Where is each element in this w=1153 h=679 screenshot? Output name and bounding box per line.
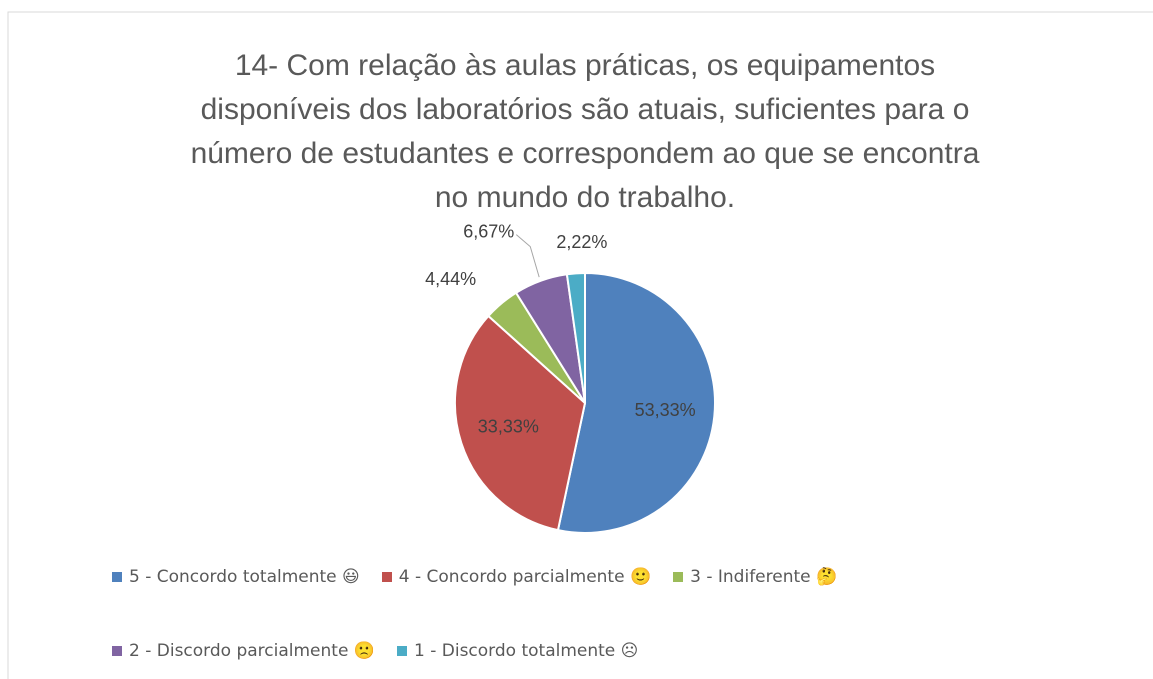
- legend-item: 3 - Indiferente 🤔: [673, 562, 837, 592]
- pie-slice: [565, 271, 586, 404]
- legend-swatch: [112, 646, 122, 656]
- legend-label: 3 - Indiferente 🤔: [690, 567, 838, 587]
- data-label: 2,22%: [556, 232, 607, 252]
- data-label: 6,67%: [463, 221, 514, 241]
- legend-swatch: [381, 572, 392, 582]
- legend-label: 2 - Discordo parcialmente 🙁: [129, 641, 375, 661]
- legend-label: 1 - Discordo totalmente ☹: [414, 641, 639, 661]
- legend-item: 5 - Concordo totalmente 😃: [112, 562, 360, 592]
- legend-label: 5 - Concordo totalmente 😃: [129, 567, 360, 587]
- chart-frame: [7, 11, 1153, 679]
- data-label: 4,44%: [425, 269, 476, 289]
- data-label: 53,33%: [635, 400, 696, 420]
- leader-line: [515, 234, 540, 278]
- chart-title: disponíveis dos laboratórios são atuais,…: [201, 93, 970, 126]
- chart-title: no mundo do trabalho.: [435, 181, 735, 214]
- legend-item: 1 - Discordo totalmente ☹: [397, 636, 638, 666]
- chart-title: número de estudantes e correspondem ao q…: [191, 137, 980, 170]
- data-label: 33,33%: [478, 417, 539, 437]
- pie-slice: [556, 271, 716, 534]
- legend-swatch: [112, 572, 122, 582]
- legend-swatch: [397, 646, 407, 656]
- legend-item: 2 - Discordo parcialmente 🙁: [112, 636, 375, 666]
- legend-item: 4 - Concordo parcialmente 🙂: [381, 562, 652, 592]
- pie-slice: [454, 314, 587, 532]
- legend-label: 4 - Concordo parcialmente 🙂: [398, 567, 652, 587]
- legend: 5 - Concordo totalmente 😃 4 - Concordo pa…: [112, 562, 1012, 666]
- chart-title: 14- Com relação às aulas práticas, os eq…: [235, 49, 935, 82]
- legend-swatch: [673, 572, 684, 582]
